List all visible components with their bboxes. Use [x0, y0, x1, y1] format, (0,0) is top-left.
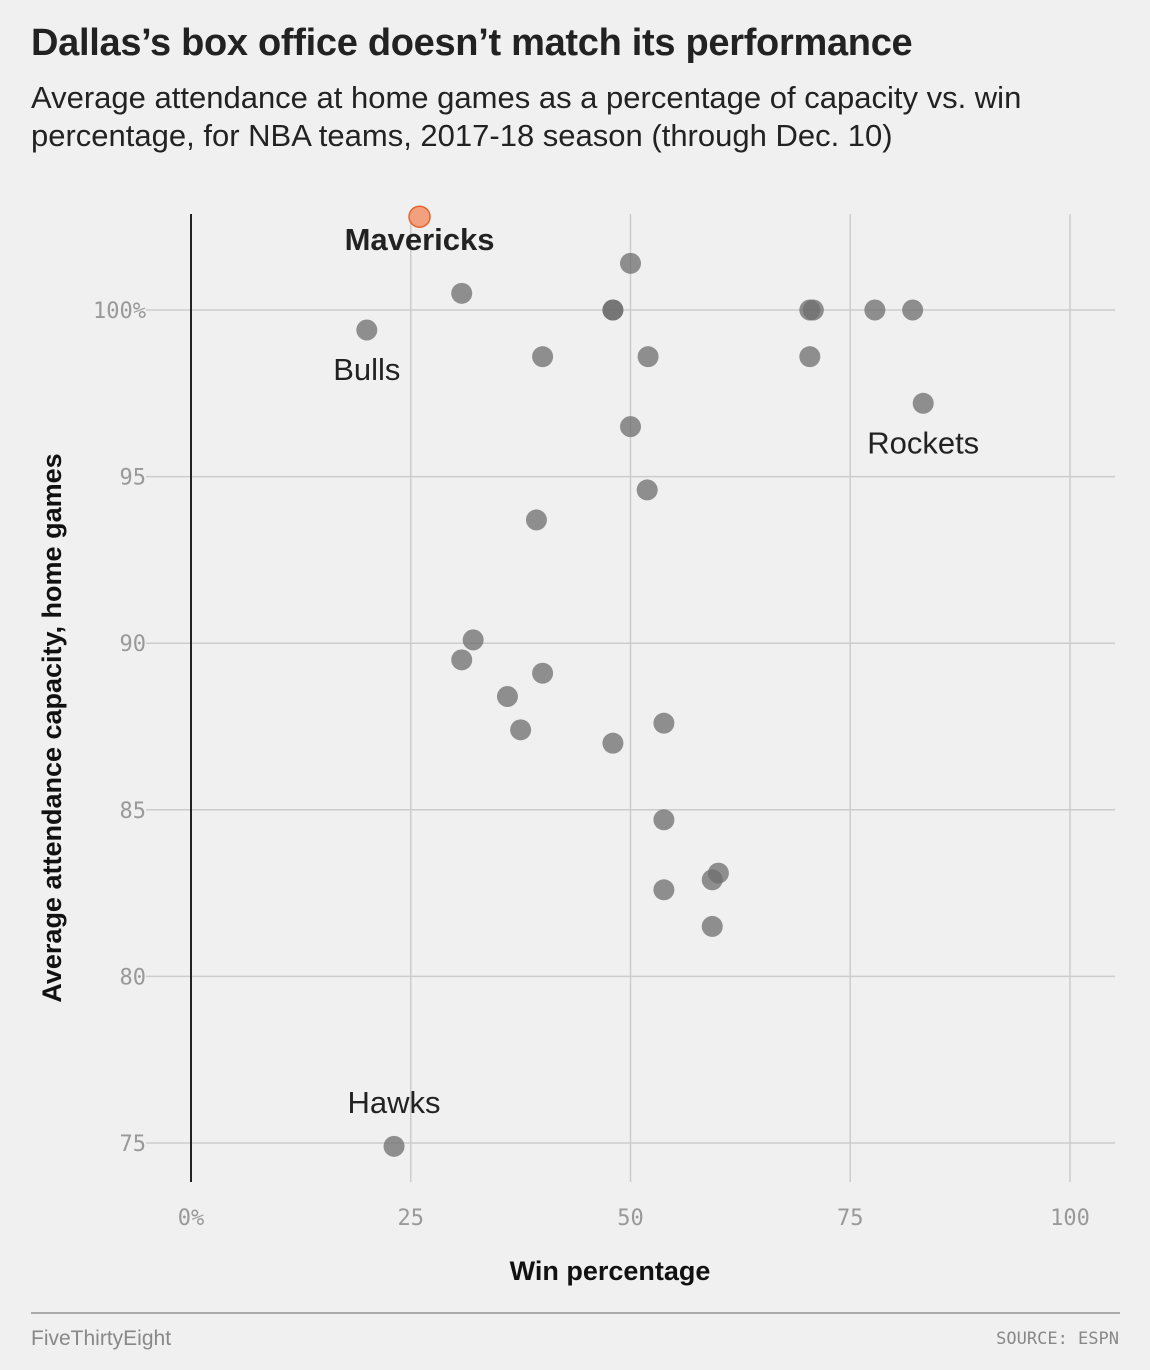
data-point — [510, 719, 532, 741]
chart-subtitle: Average attendance at home games as a pe… — [31, 80, 1022, 153]
data-point — [462, 629, 484, 651]
data-point — [802, 299, 824, 321]
chart-title: Dallas’s box office doesn’t match its pe… — [31, 22, 913, 64]
source-label: SOURCE: ESPN — [996, 1329, 1119, 1349]
data-point — [356, 319, 378, 341]
y-tick-label: 75 — [120, 1132, 147, 1157]
data-point — [383, 1135, 405, 1157]
data-point — [620, 416, 641, 438]
brand-label: FiveThirtyEight — [31, 1327, 172, 1350]
data-points — [356, 205, 934, 1157]
data-point — [902, 299, 924, 321]
x-tick-label: 75 — [837, 1206, 864, 1231]
y-tick-label: 95 — [120, 466, 147, 491]
data-point — [525, 509, 547, 531]
tick-labels: 75 80 85 90 95 100% 0% 25 50 75 100 — [93, 299, 1090, 1231]
data-point — [637, 346, 659, 368]
x-tick-label: 100 — [1050, 1206, 1090, 1231]
y-axis-title: Average attendance capacity, home games — [37, 453, 67, 1002]
annotation-rockets: Rockets — [867, 425, 979, 460]
y-tick-label: 85 — [120, 799, 147, 824]
data-point — [602, 732, 624, 754]
data-point — [636, 479, 658, 501]
y-tick-label: 90 — [120, 632, 147, 657]
data-point — [653, 712, 675, 734]
grid-layer — [146, 214, 1115, 1182]
footer-divider — [31, 1312, 1120, 1314]
data-point — [864, 299, 886, 321]
annotations: Mavericks Bulls Rockets Hawks — [333, 222, 979, 1120]
data-point — [532, 662, 554, 684]
y-tick-label: 80 — [120, 965, 147, 990]
x-tick-label: 25 — [398, 1206, 425, 1231]
data-point — [451, 282, 473, 304]
data-point — [620, 252, 641, 274]
data-point — [799, 346, 821, 368]
data-point — [532, 346, 554, 368]
annotation-hawks: Hawks — [348, 1085, 441, 1120]
data-point — [653, 879, 675, 901]
highlight-point — [408, 205, 431, 228]
data-point — [602, 299, 624, 321]
x-axis-title: Win percentage — [510, 1256, 711, 1286]
data-point — [701, 915, 723, 937]
annotation-mavericks: Mavericks — [345, 222, 495, 257]
data-point — [496, 686, 518, 708]
x-tick-label: 0% — [178, 1206, 205, 1231]
y-tick-label: 100% — [93, 299, 146, 324]
data-point — [912, 392, 934, 414]
x-tick-label: 50 — [617, 1206, 644, 1231]
annotation-bulls: Bulls — [333, 352, 400, 387]
data-point — [451, 649, 473, 671]
scatter-chart: 75 80 85 90 95 100% 0% 25 50 75 100 Mavericks Bulls… — [37, 205, 1115, 1286]
data-point — [701, 869, 723, 891]
data-point — [653, 809, 675, 831]
